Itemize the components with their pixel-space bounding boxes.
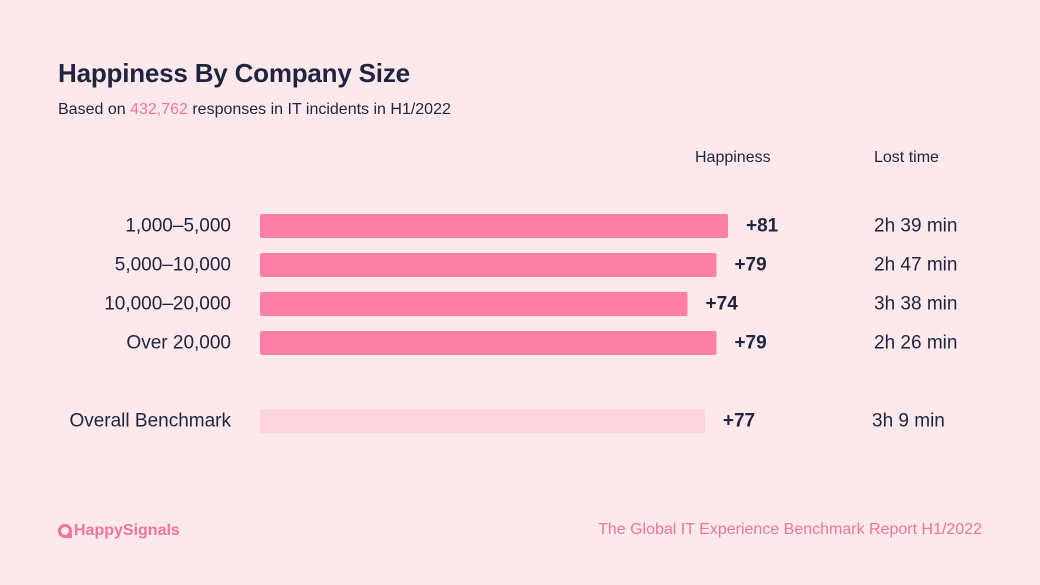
lost-time-value: 2h 26 min	[874, 333, 957, 354]
benchmark-value-label: +77	[723, 411, 755, 432]
happiness-value-label: +81	[746, 216, 779, 237]
response-count: 432,762	[130, 101, 188, 118]
happiness-value-label: +79	[734, 333, 766, 354]
happiness-value-label: +74	[706, 294, 739, 315]
subtitle-suffix: responses in IT incidents in H1/2022	[187, 101, 451, 118]
category-label: 10,000–20,000	[104, 294, 231, 315]
benchmark-lost-time: 3h 9 min	[872, 411, 945, 432]
benchmark-bar	[260, 409, 705, 433]
happiness-bar	[260, 331, 717, 355]
lost-time-value: 3h 38 min	[874, 294, 957, 315]
logo-text: HappySignals	[74, 522, 180, 539]
benchmark-label: Overall Benchmark	[69, 411, 231, 432]
report-name: The Global IT Experience Benchmark Repor…	[598, 521, 982, 538]
subtitle-prefix: Based on	[58, 101, 131, 118]
lost-time-column-header: Lost time	[874, 149, 939, 166]
happiness-bar	[260, 214, 728, 238]
category-label: 1,000–5,000	[125, 216, 231, 237]
chart-title: Happiness By Company Size	[58, 58, 410, 88]
happiness-bar	[260, 292, 688, 316]
logo-q-icon	[58, 524, 72, 538]
category-label: 5,000–10,000	[115, 255, 231, 276]
happysignals-logo: HappySignals	[58, 522, 180, 540]
happiness-bar	[260, 253, 717, 277]
happiness-value-label: +79	[734, 255, 766, 276]
happiness-column-header: Happiness	[695, 149, 771, 166]
lost-time-value: 2h 39 min	[874, 216, 957, 237]
chart-subtitle: Based on 432,762 responses in IT inciden…	[58, 101, 451, 119]
category-label: Over 20,000	[126, 333, 231, 354]
lost-time-value: 2h 47 min	[874, 255, 957, 276]
